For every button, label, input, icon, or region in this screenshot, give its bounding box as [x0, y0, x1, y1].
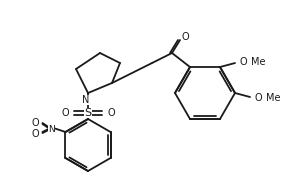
Text: O: O	[181, 32, 189, 42]
Text: N: N	[82, 95, 90, 105]
Text: O: O	[61, 108, 69, 118]
Text: N: N	[48, 125, 55, 133]
Text: O: O	[32, 129, 39, 139]
Text: O: O	[32, 118, 39, 128]
Text: O: O	[254, 93, 262, 103]
Text: S: S	[84, 108, 91, 118]
Text: Me: Me	[266, 93, 280, 103]
Text: Me: Me	[251, 57, 265, 67]
Text: O: O	[107, 108, 115, 118]
Text: O: O	[239, 57, 247, 67]
